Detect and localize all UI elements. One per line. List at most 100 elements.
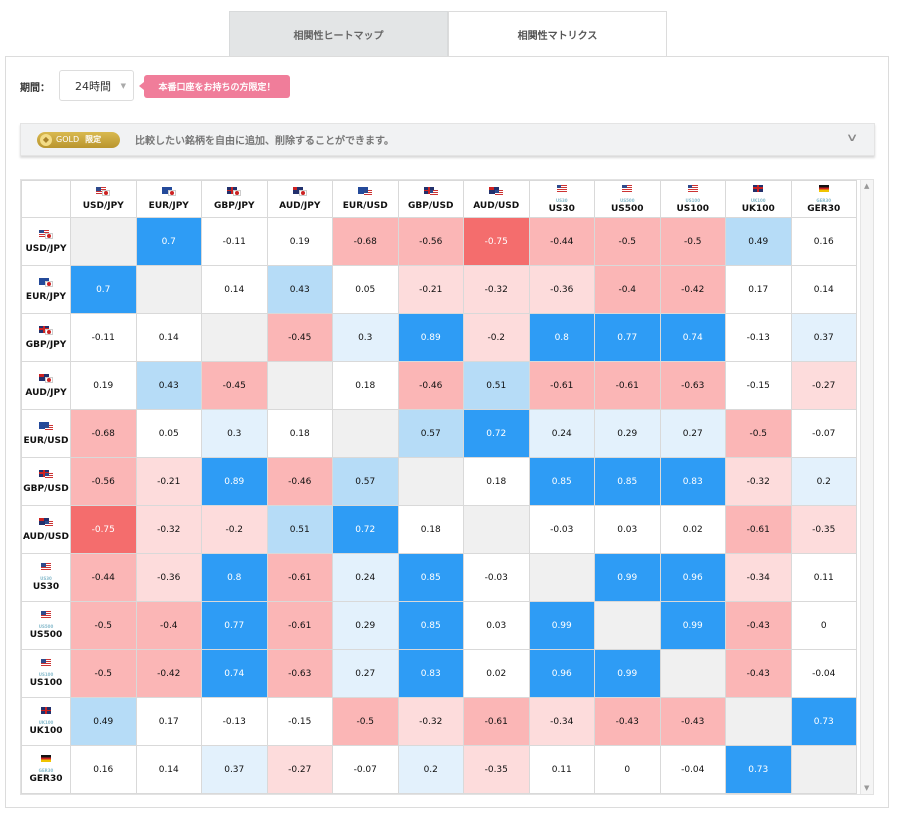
caret-down-icon: ▼ bbox=[120, 82, 126, 90]
correlation-cell: -0.63 bbox=[659, 361, 726, 410]
correlation-cell: -0.03 bbox=[463, 553, 530, 602]
correlation-cell: 0.51 bbox=[266, 505, 333, 554]
row-header-audjpy: AUD/JPY bbox=[21, 361, 71, 410]
scroll-up-icon[interactable]: ▲ bbox=[864, 182, 870, 190]
correlation-cell: -0.21 bbox=[397, 265, 464, 314]
correlation-cell: 0.18 bbox=[463, 457, 530, 506]
row-header-us500: US500 US500 bbox=[21, 601, 71, 650]
correlation-cell: -0.61 bbox=[266, 553, 333, 602]
column-label: USD/JPY bbox=[82, 201, 124, 211]
correlation-cell: 0.37 bbox=[201, 745, 268, 794]
correlation-cell: -0.43 bbox=[725, 649, 792, 698]
table-row: US100 US100 -0.5 -0.42 0.74 -0.63 0.27 0.83 0.02… bbox=[21, 649, 857, 698]
row-label: AUD/JPY bbox=[25, 387, 67, 398]
correlation-cell: -0.61 bbox=[594, 361, 661, 410]
correlation-cell: 0.74 bbox=[659, 313, 726, 362]
correlation-cell: 0.43 bbox=[266, 265, 333, 314]
diagonal-cell bbox=[266, 361, 333, 410]
period-select[interactable]: 24時間 ▼ bbox=[59, 70, 134, 101]
column-header-us100: US100 US100 bbox=[659, 180, 726, 218]
correlation-cell: -0.36 bbox=[528, 265, 595, 314]
index-tag: US30 bbox=[40, 576, 52, 581]
gold-badge: ◆ GOLD 限定 bbox=[37, 131, 120, 148]
correlation-cell: 0 bbox=[594, 745, 661, 794]
correlation-cell: 0.7 bbox=[135, 217, 202, 266]
diagonal-cell bbox=[70, 217, 137, 266]
flag-icon bbox=[39, 611, 53, 620]
row-header-eurjpy: EUR/JPY bbox=[21, 265, 71, 314]
tab-correlation-matrix[interactable]: 相関性マトリクス bbox=[448, 11, 667, 57]
matrix-table: USD/JPY EUR/JPY GBP/JPY AUD/JPY EUR/USD GBP/U… bbox=[21, 180, 857, 794]
correlation-cell: 0.85 bbox=[397, 553, 464, 602]
flag-icon bbox=[39, 325, 53, 335]
correlation-cell: -0.4 bbox=[135, 601, 202, 650]
flag-icon bbox=[39, 707, 53, 716]
correlation-cell: -0.5 bbox=[332, 697, 399, 746]
correlation-cell: -0.44 bbox=[528, 217, 595, 266]
correlation-cell: -0.63 bbox=[266, 649, 333, 698]
column-label: US30 bbox=[548, 203, 575, 214]
flag-icon bbox=[227, 187, 242, 196]
correlation-cell: 0.14 bbox=[201, 265, 268, 314]
correlation-cell: -0.27 bbox=[266, 745, 333, 794]
correlation-cell: 0.05 bbox=[332, 265, 399, 314]
correlation-cell: 0.49 bbox=[70, 697, 137, 746]
diagonal-cell bbox=[528, 553, 595, 602]
correlation-cell: -0.04 bbox=[790, 649, 857, 698]
gold-feature-bar[interactable]: ◆ GOLD 限定 比較したい銘柄を自由に追加、削除することができます。 ∨ bbox=[20, 123, 875, 156]
matrix-scrollbar[interactable]: ▲ ▼ bbox=[860, 180, 873, 794]
correlation-cell: 0.24 bbox=[332, 553, 399, 602]
flag-icon bbox=[292, 187, 307, 196]
correlation-cell: -0.75 bbox=[463, 217, 530, 266]
column-label: EUR/JPY bbox=[148, 201, 189, 211]
index-tag: UK100 bbox=[750, 197, 766, 203]
correlation-cell: -0.15 bbox=[725, 361, 792, 410]
correlation-cell: 0.3 bbox=[332, 313, 399, 362]
row-label: AUD/USD bbox=[22, 531, 69, 542]
column-header-gbpusd: GBP/USD bbox=[397, 180, 464, 218]
diagonal-cell bbox=[463, 505, 530, 554]
correlation-cell: 0.8 bbox=[201, 553, 268, 602]
diagonal-cell bbox=[659, 649, 726, 698]
column-label: GER30 bbox=[807, 203, 841, 214]
correlation-cell: -0.5 bbox=[70, 649, 137, 698]
correlation-cell: -0.13 bbox=[725, 313, 792, 362]
flag-icon bbox=[686, 184, 700, 194]
matrix-header-row: USD/JPY EUR/JPY GBP/JPY AUD/JPY EUR/USD GBP/U… bbox=[21, 180, 857, 218]
row-label: US500 bbox=[29, 630, 63, 640]
column-header-gbpjpy: GBP/JPY bbox=[201, 180, 268, 218]
flag-icon bbox=[620, 184, 634, 194]
table-row: GBP/JPY -0.11 0.14 -0.45 0.3 0.89 -0.2 0.8 0.77 0… bbox=[21, 313, 857, 362]
flag-icon bbox=[39, 229, 53, 239]
row-label: UK100 bbox=[29, 726, 63, 736]
correlation-cell: -0.56 bbox=[70, 457, 137, 506]
flag-icon bbox=[39, 421, 53, 431]
tab-bar: 相関性ヒートマップ 相関性マトリクス bbox=[229, 11, 667, 57]
index-tag: GER30 bbox=[816, 197, 832, 203]
correlation-cell: 0.14 bbox=[135, 313, 202, 362]
correlation-cell: 0.96 bbox=[659, 553, 726, 602]
correlation-cell: -0.32 bbox=[725, 457, 792, 506]
tab-correlation-heatmap[interactable]: 相関性ヒートマップ bbox=[229, 11, 448, 56]
flag-icon bbox=[817, 184, 831, 194]
correlation-cell: -0.68 bbox=[70, 409, 137, 458]
scroll-down-icon[interactable]: ▼ bbox=[864, 784, 870, 792]
correlation-cell: 0.18 bbox=[266, 409, 333, 458]
correlation-cell: 0 bbox=[790, 601, 857, 650]
correlation-cell: -0.2 bbox=[201, 505, 268, 554]
correlation-cell: -0.03 bbox=[528, 505, 595, 554]
table-row: GER30 GER30 0.16 0.14 0.37 -0.27 -0.07 0.2 -0.35… bbox=[21, 745, 857, 794]
index-tag: US30 bbox=[555, 197, 568, 203]
correlation-cell: 0.2 bbox=[790, 457, 857, 506]
correlation-cell: -0.43 bbox=[594, 697, 661, 746]
index-tag: UK100 bbox=[38, 720, 54, 725]
chevron-down-icon[interactable]: ∨ bbox=[845, 131, 859, 144]
correlation-cell: -0.61 bbox=[528, 361, 595, 410]
correlation-cell: 0.29 bbox=[594, 409, 661, 458]
flag-icon bbox=[39, 517, 53, 527]
correlation-cell: -0.32 bbox=[135, 505, 202, 554]
diagonal-cell bbox=[332, 409, 399, 458]
table-row: USD/JPY 0.7 -0.11 0.19 -0.68 -0.56 -0.75 -0.44-… bbox=[21, 217, 857, 266]
correlation-cell: 0.85 bbox=[397, 601, 464, 650]
correlation-cell: -0.46 bbox=[266, 457, 333, 506]
